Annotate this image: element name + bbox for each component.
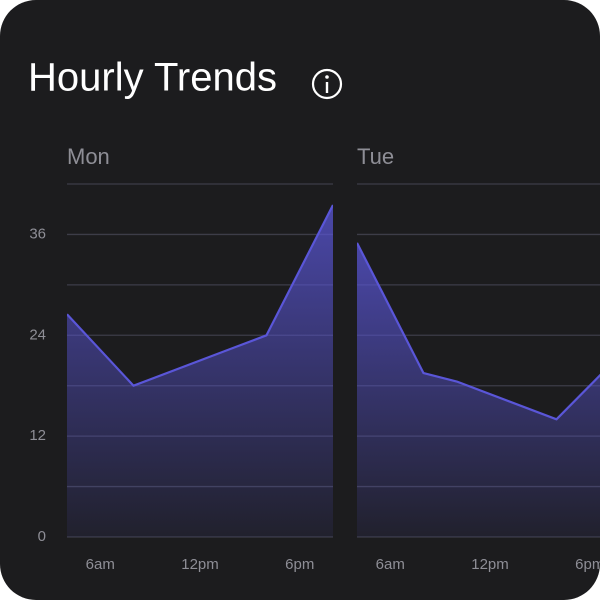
y-tick-label: 12	[29, 427, 46, 444]
area-fill	[357, 242, 600, 537]
x-tick-label: 6am	[376, 556, 405, 573]
card-title: Hourly Trends	[28, 56, 277, 100]
chart-panel: 6am 12pm 6pm	[357, 183, 600, 573]
area-line	[357, 242, 600, 421]
chart-panel: 6am 12pm 6pm	[67, 183, 333, 573]
info-icon[interactable]	[311, 68, 343, 100]
x-tick-label: 6am	[86, 556, 115, 573]
area-fill	[67, 205, 333, 537]
y-tick-label: 36	[29, 225, 46, 242]
area-line	[67, 204, 333, 387]
y-tick-label: 0	[38, 528, 46, 545]
y-tick-label: 24	[29, 326, 46, 343]
x-tick-label: 6pm	[575, 556, 600, 573]
panel-title: Mon	[67, 144, 110, 169]
panel-title: Tue	[357, 144, 394, 169]
x-tick-label: 6pm	[285, 556, 314, 573]
x-tick-label: 12pm	[471, 556, 509, 573]
x-tick-label: 12pm	[181, 556, 219, 573]
